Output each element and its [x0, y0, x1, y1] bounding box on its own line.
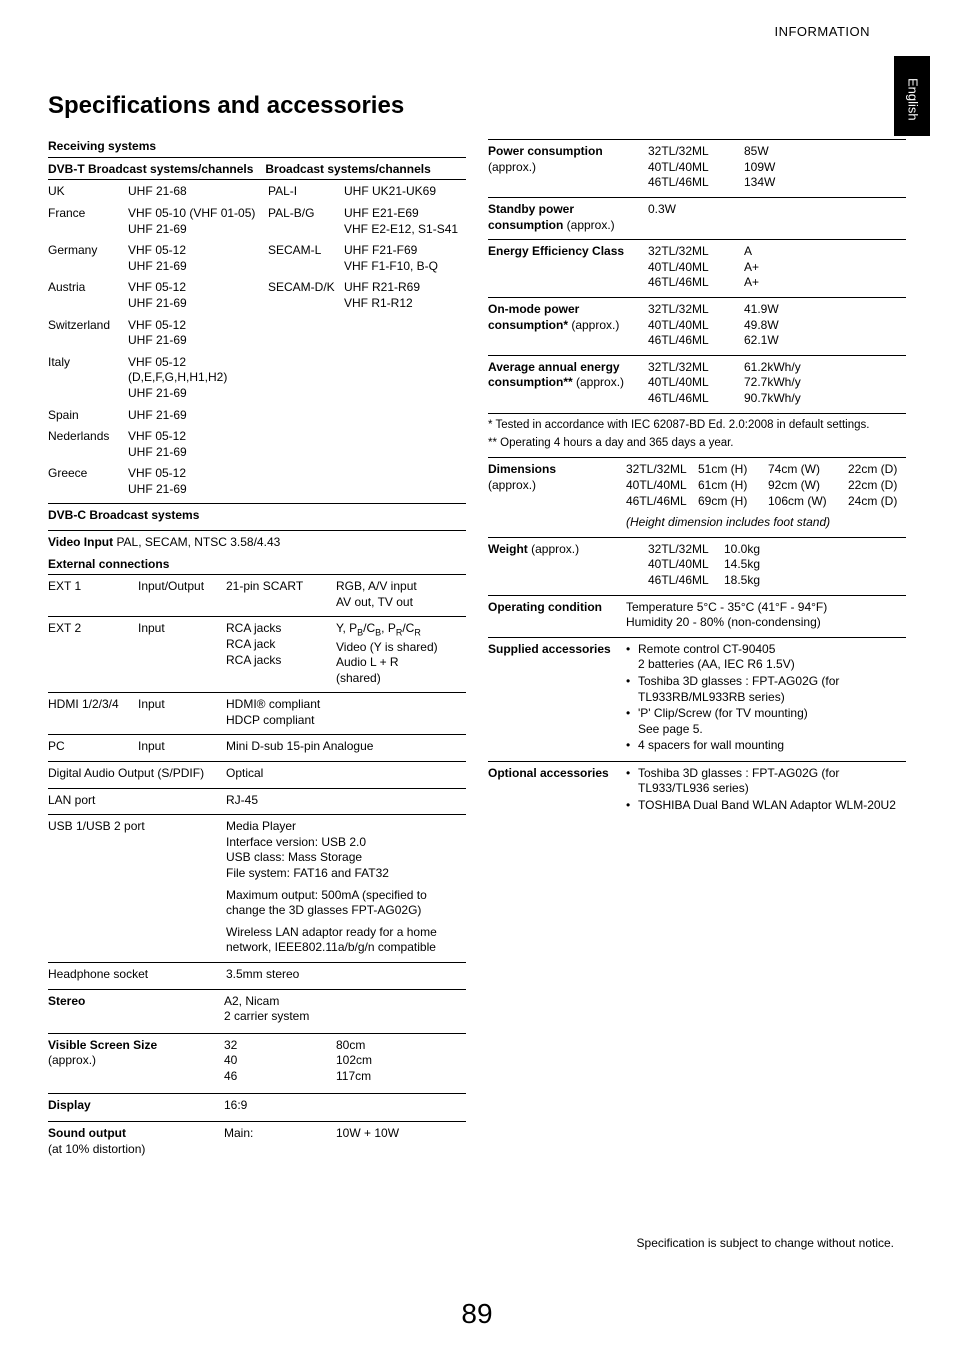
dimensions-rows: 32TL/32ML51cm (H)74cm (W)22cm (D)40TL/40… — [626, 462, 906, 509]
footnote-1: * Tested in accordance with IEC 62087-BD… — [488, 418, 906, 433]
broadcast-row: Austria VHF 05-12 UHF 21-69 SECAM-D/K UH… — [48, 280, 466, 311]
ext-row: Digital Audio Output (S/PDIF)Optical — [48, 766, 466, 782]
sound-output-v2: 10W + 10W — [336, 1126, 466, 1157]
receiving-systems-label: Receiving systems — [48, 139, 466, 158]
sound-output-label: Sound output(at 10% distortion) — [48, 1126, 224, 1157]
ext-row: USB 1/USB 2 portMedia Player Interface v… — [48, 819, 466, 881]
operating-condition-row: Operating condition Temperature 5°C - 35… — [488, 600, 906, 631]
sound-output-v1: Main: — [224, 1126, 336, 1157]
optional-accessories-label: Optional accessories — [488, 766, 626, 815]
optional-item: •Toshiba 3D glasses : FPT-AG02G (for TL9… — [626, 766, 906, 797]
operating-condition-label: Operating condition — [488, 600, 626, 631]
right-spec-rows: Power consumption (approx.) 32TL/32ML 40… — [488, 144, 906, 413]
broadcast-row: Nederlands VHF 05-12 UHF 21-69 — [48, 429, 466, 460]
optional-accessories-list: •Toshiba 3D glasses : FPT-AG02G (for TL9… — [626, 766, 906, 815]
weight-block: Weight (approx.) 32TL/32ML10.0kg40TL/40M… — [488, 542, 906, 589]
stereo-row: Stereo A2, Nicam 2 carrier system — [48, 994, 466, 1025]
supplied-item: •'P' Clip/Screw (for TV mounting) See pa… — [626, 706, 906, 737]
dimensions-label: Dimensions(approx.) — [488, 462, 626, 509]
display-label: Display — [48, 1098, 224, 1114]
screen-size-label: Visible Screen Size(approx.) — [48, 1038, 224, 1085]
spec-row: Average annual energy consumption** (app… — [488, 360, 906, 407]
screen-size-v1: 32 40 46 — [224, 1038, 336, 1085]
screen-size-row: Visible Screen Size(approx.) 32 40 46 80… — [48, 1038, 466, 1085]
broadcast-subheaders: DVB-T Broadcast systems/channels Broadca… — [48, 162, 466, 181]
stereo-value: A2, Nicam 2 carrier system — [224, 994, 466, 1025]
weight-label: Weight (approx.) — [488, 542, 648, 589]
video-input-label: Video Input — [48, 535, 113, 549]
supplied-item: •Toshiba 3D glasses : FPT-AG02G (for TL9… — [626, 674, 906, 705]
stereo-label: Stereo — [48, 994, 224, 1025]
ext-row: LAN portRJ-45 — [48, 793, 466, 809]
right-column: Power consumption (approx.) 32TL/32ML 40… — [488, 139, 906, 1165]
weight-row: 46TL/46ML18.5kg — [648, 573, 906, 589]
page-title: Specifications and accessories — [48, 90, 906, 121]
ext-row: Maximum output: 500mA (specified to chan… — [48, 888, 466, 919]
screen-size-v2: 80cm 102cm 117cm — [336, 1038, 466, 1085]
ext-row: EXT 2InputRCA jacks RCA jack RCA jacksY,… — [48, 621, 466, 686]
left-column: Receiving systems DVB-T Broadcast system… — [48, 139, 466, 1165]
broadcast-row: Switzerland VHF 05-12 UHF 21-69 — [48, 318, 466, 349]
dvbc-label: DVB-C Broadcast systems — [48, 508, 466, 524]
broadcast-row: Germany VHF 05-12 UHF 21-69 SECAM-L UHF … — [48, 243, 466, 274]
sound-output-row: Sound output(at 10% distortion) Main: 10… — [48, 1126, 466, 1157]
supplied-accessories-row: Supplied accessories •Remote control CT-… — [488, 642, 906, 755]
broadcast-row: France VHF 05-10 (VHF 01-05) UHF 21-69 P… — [48, 206, 466, 237]
video-input-value: PAL, SECAM, NTSC 3.58/4.43 — [113, 535, 280, 549]
broadcast-row: Spain UHF 21-69 — [48, 408, 466, 424]
broadcast-row: Greece VHF 05-12 UHF 21-69 — [48, 466, 466, 497]
spec-row: Power consumption (approx.) 32TL/32ML 40… — [488, 144, 906, 191]
ext-row: EXT 1Input/Output21-pin SCARTRGB, A/V in… — [48, 579, 466, 610]
broadcast-row: UK UHF 21-68 PAL-I UHF UK21-UK69 — [48, 184, 466, 200]
subheader-broadcast: Broadcast systems/channels — [265, 162, 466, 178]
header-section: INFORMATION — [774, 24, 870, 41]
weight-row: 32TL/32ML10.0kg — [648, 542, 906, 558]
supplied-item: •4 spacers for wall mounting — [626, 738, 906, 754]
weight-rows: 32TL/32ML10.0kg40TL/40ML14.5kg46TL/46ML1… — [648, 542, 906, 589]
footnote-2: ** Operating 4 hours a day and 365 days … — [488, 436, 906, 451]
ext-row: Wireless LAN adaptor ready for a home ne… — [48, 925, 466, 956]
supplied-accessories-label: Supplied accessories — [488, 642, 626, 755]
optional-item: •TOSHIBA Dual Band WLAN Adaptor WLM-20U2 — [626, 798, 906, 814]
spec-row: On-mode power consumption* (approx.) 32T… — [488, 302, 906, 349]
content-columns: Receiving systems DVB-T Broadcast system… — [48, 139, 906, 1165]
broadcast-rows: UK UHF 21-68 PAL-I UHF UK21-UK69 France V… — [48, 184, 466, 497]
spec-row: Energy Efficiency Class 32TL/32ML 40TL/4… — [488, 244, 906, 291]
supplied-item: •Remote control CT-90405 2 batteries (AA… — [626, 642, 906, 673]
optional-accessories-row: Optional accessories •Toshiba 3D glasses… — [488, 766, 906, 815]
external-connections-label: External connections — [48, 557, 466, 576]
page-number: 89 — [461, 1296, 492, 1332]
subheader-dvbt: DVB-T Broadcast systems/channels — [48, 162, 265, 178]
operating-condition-value: Temperature 5°C - 35°C (41°F - 94°F) Hum… — [626, 600, 906, 631]
ext-row: PCInputMini D-sub 15-pin Analogue — [48, 739, 466, 755]
weight-row: 40TL/40ML14.5kg — [648, 557, 906, 573]
language-tab: English — [894, 56, 930, 136]
video-input-row: Video Input PAL, SECAM, NTSC 3.58/4.43 — [48, 535, 466, 551]
dimensions-note: (Height dimension includes foot stand) — [626, 515, 906, 531]
external-connections-rows: EXT 1Input/Output21-pin SCARTRGB, A/V in… — [48, 579, 466, 982]
footer-disclaimer: Specification is subject to change witho… — [637, 1236, 894, 1252]
display-row: Display 16:9 — [48, 1098, 466, 1114]
dimension-row: 32TL/32ML51cm (H)74cm (W)22cm (D) — [626, 462, 906, 478]
spec-row: Standby power consumption (approx.) 0.3W — [488, 202, 906, 233]
ext-row: Headphone socket3.5mm stereo — [48, 967, 466, 983]
broadcast-row: Italy VHF 05-12 (D,E,F,G,H,H1,H2) UHF 21… — [48, 355, 466, 402]
display-value: 16:9 — [224, 1098, 336, 1114]
dimensions-block: Dimensions(approx.) 32TL/32ML51cm (H)74c… — [488, 462, 906, 509]
dimension-row: 40TL/40ML61cm (H)92cm (W)22cm (D) — [626, 478, 906, 494]
ext-row: HDMI 1/2/3/4InputHDMI® compliant HDCP co… — [48, 697, 466, 728]
dimension-row: 46TL/46ML69cm (H)106cm (W)24cm (D) — [626, 494, 906, 510]
supplied-accessories-list: •Remote control CT-90405 2 batteries (AA… — [626, 642, 906, 755]
